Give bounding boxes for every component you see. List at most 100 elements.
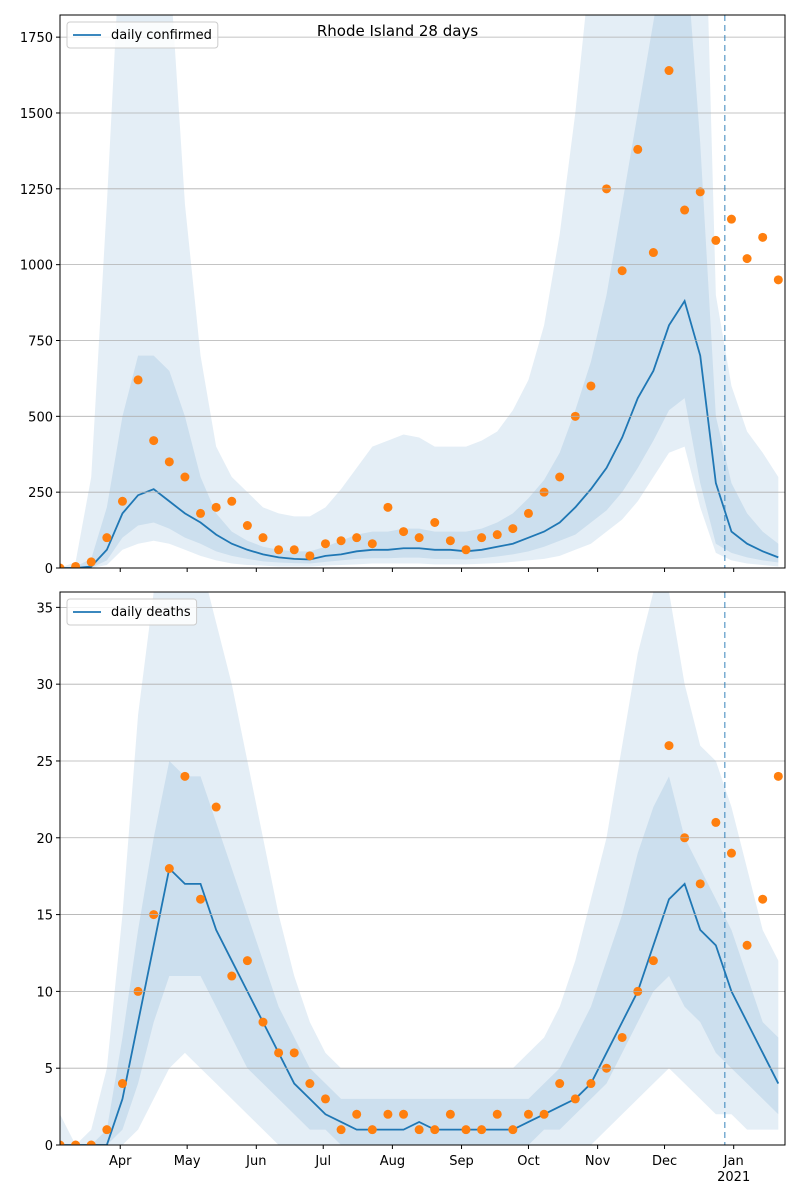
data-point (399, 527, 409, 537)
data-point (726, 214, 736, 224)
data-point (742, 940, 752, 950)
x-tick-label: Jul (314, 1154, 331, 1169)
data-point (680, 205, 690, 215)
data-point (430, 1125, 440, 1135)
data-point (726, 848, 736, 858)
x-tick-label: Dec (652, 1154, 677, 1169)
data-point (367, 1125, 377, 1135)
data-point (523, 1109, 533, 1119)
data-point (508, 524, 518, 534)
y-tick-label: 1500 (20, 107, 53, 122)
legend: daily confirmed (66, 21, 219, 49)
x-tick-label: May (174, 1154, 201, 1169)
data-point (242, 521, 252, 531)
data-point (617, 1032, 627, 1042)
x-tick-label: Sep (449, 1154, 474, 1169)
data-point (539, 1109, 549, 1119)
legend-label: daily confirmed (111, 28, 212, 43)
series-line (60, 866, 780, 1145)
data-point (367, 539, 377, 549)
y-tick-label: 15 (36, 909, 53, 924)
data-point (289, 1048, 299, 1058)
data-point (586, 381, 596, 391)
data-point (180, 771, 190, 781)
data-point (430, 517, 440, 527)
x-tick-label: Nov (585, 1154, 611, 1169)
y-tick-label: 500 (28, 410, 53, 425)
x-tick-label: Aug (380, 1154, 405, 1169)
x-tick-sublabel: 2021 (717, 1170, 750, 1185)
data-point (336, 1125, 346, 1135)
axes-frame (59, 591, 786, 1146)
data-point (352, 533, 362, 543)
data-point (133, 375, 143, 385)
data-point (445, 1109, 455, 1119)
data-point (71, 561, 81, 568)
data-point (336, 536, 346, 546)
y-tick-label: 1750 (20, 31, 53, 46)
data-point (117, 1079, 127, 1089)
data-point (242, 956, 252, 966)
data-point (305, 551, 315, 561)
y-tick-label: 750 (28, 334, 53, 349)
y-tick-label: 0 (45, 562, 53, 577)
data-point (570, 1094, 580, 1104)
data-point (758, 894, 768, 904)
data-point (196, 894, 206, 904)
data-point (758, 232, 768, 242)
data-point (414, 1125, 424, 1135)
data-point (742, 254, 752, 264)
data-point (586, 1079, 596, 1089)
data-point (523, 508, 533, 518)
data-point (383, 1109, 393, 1119)
data-point (477, 533, 487, 543)
data-point (164, 457, 174, 467)
x-tick-label: Oct (517, 1154, 539, 1169)
data-point (180, 472, 190, 482)
data-point (617, 266, 627, 276)
data-point (102, 533, 112, 543)
data-point (86, 557, 96, 567)
data-point (211, 502, 221, 512)
data-point (414, 533, 424, 543)
chart-title: Rhode Island 28 days (317, 22, 478, 40)
data-point (492, 530, 502, 540)
y-tick-label: 35 (36, 601, 53, 616)
x-tick-label: Jun (245, 1154, 266, 1169)
data-point (274, 545, 284, 555)
x-tick-label: Jan (723, 1154, 744, 1169)
series-line (60, 298, 779, 568)
data-point (274, 1048, 284, 1058)
data-point (60, 563, 65, 568)
data-point (383, 502, 393, 512)
data-point (695, 187, 705, 197)
data-point (71, 1140, 81, 1145)
plot-area (60, 592, 783, 1145)
data-point (164, 864, 174, 873)
uncertainty-band (60, 592, 779, 1145)
data-point (695, 879, 705, 889)
data-point (461, 545, 471, 555)
data-point (711, 817, 721, 827)
data-point (305, 1079, 315, 1089)
data-point (196, 508, 206, 518)
y-tick-label: 20 (36, 832, 53, 847)
y-tick-label: 1000 (20, 259, 53, 274)
uncertainty-band (60, 15, 779, 568)
data-point (555, 472, 565, 482)
legend-label: daily deaths (111, 605, 191, 620)
data-point (477, 1125, 487, 1135)
data-point (289, 545, 299, 555)
data-point (773, 275, 783, 285)
data-point (711, 235, 721, 245)
data-point (492, 1109, 502, 1119)
data-point (86, 1140, 96, 1145)
data-point (227, 496, 237, 506)
data-point (773, 771, 783, 781)
plot-area (60, 15, 783, 568)
data-point (664, 66, 674, 76)
data-point (555, 1079, 565, 1089)
data-point (149, 436, 159, 446)
